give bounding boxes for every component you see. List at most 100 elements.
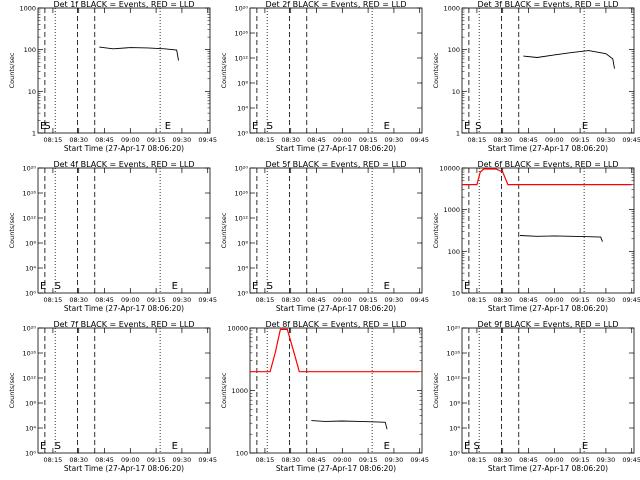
x-tick-label: 08:15: [256, 296, 275, 304]
marker-label: E: [40, 441, 46, 452]
y-tick-label: 10²⁰: [235, 165, 249, 173]
marker-label: E: [464, 441, 470, 452]
marker-label: S: [475, 121, 481, 132]
x-axis-label: Start Time (27-Apr-17 08:06:20): [276, 464, 396, 473]
marker-label: E: [582, 121, 588, 132]
plot-title: Det 9f BLACK = Events, RED = LLD: [477, 320, 618, 329]
y-tick-label: 10¹⁶: [447, 350, 461, 358]
x-tick-label: 09:45: [410, 456, 429, 464]
y-axis-label: Counts/sec: [220, 212, 228, 248]
x-tick-label: 09:00: [121, 456, 140, 464]
x-tick-label: 08:15: [44, 136, 63, 144]
y-tick-label: 10: [452, 88, 460, 96]
x-tick-label: 09:00: [121, 296, 140, 304]
marker-label: E: [252, 121, 258, 132]
y-tick-label: 1000: [443, 5, 460, 13]
marker-label: S: [267, 121, 273, 132]
x-tick-label: 09:30: [597, 136, 616, 144]
lld-series-line: [462, 168, 632, 186]
plot-det-9: Det 9f BLACK = Events, RED = LLD Counts/s…: [432, 320, 640, 473]
x-tick-label: 09:45: [198, 296, 217, 304]
plot-frame: [249, 7, 423, 134]
x-tick-label: 09:45: [198, 456, 217, 464]
plot-title: Det 4f BLACK = Events, RED = LLD: [53, 160, 194, 169]
x-axis-label: Start Time (27-Apr-17 08:06:20): [276, 144, 396, 153]
y-tick-label: 10²⁰: [23, 165, 37, 173]
x-tick-label: 09:15: [359, 296, 378, 304]
y-tick-label: 10⁴: [237, 105, 248, 113]
plot-frame: [249, 167, 423, 294]
x-axis-label: Start Time (27-Apr-17 08:06:20): [276, 304, 396, 313]
x-tick-label: 09:00: [333, 136, 352, 144]
marker-label: E: [172, 441, 178, 452]
y-axis-label: Counts/sec: [432, 372, 440, 408]
y-tick-label: 10000: [439, 165, 460, 173]
x-tick-label: 08:30: [69, 296, 88, 304]
lld-series-line: [250, 328, 420, 373]
x-tick-label: 09:30: [173, 456, 192, 464]
x-tick-label: 09:00: [545, 136, 564, 144]
x-tick-label: 09:15: [359, 456, 378, 464]
x-tick-label: 08:30: [493, 296, 512, 304]
marker-label: E: [384, 441, 390, 452]
y-tick-label: 10¹²: [447, 375, 461, 383]
y-tick-label: 10¹²: [235, 215, 249, 223]
y-axis-label: Counts/sec: [8, 212, 16, 248]
plot-frame: [37, 7, 211, 134]
x-tick-label: 09:30: [597, 296, 616, 304]
x-tick-label: 09:15: [571, 456, 590, 464]
x-tick-label: 08:45: [519, 296, 538, 304]
x-tick-label: 09:15: [147, 296, 166, 304]
y-tick-label: 100: [236, 450, 248, 458]
x-tick-label: 08:15: [44, 296, 63, 304]
x-tick-label: 08:15: [468, 456, 487, 464]
y-tick-label: 100: [448, 46, 460, 54]
y-tick-label: 10⁸: [449, 400, 460, 408]
y-tick-label: 10¹⁶: [235, 190, 249, 198]
x-tick-label: 09:15: [147, 136, 166, 144]
y-tick-label: 10⁰: [237, 290, 248, 298]
events-series-line: [311, 420, 388, 430]
x-tick-label: 09:00: [545, 456, 564, 464]
x-tick-label: 08:30: [493, 456, 512, 464]
marker-label: S: [473, 441, 479, 452]
x-tick-label: 09:15: [571, 136, 590, 144]
y-tick-label: 10⁸: [237, 240, 248, 248]
x-tick-label: 08:45: [307, 456, 326, 464]
x-axis-label: Start Time (27-Apr-17 08:06:20): [488, 464, 608, 473]
y-tick-label: 1000: [443, 206, 460, 214]
y-tick-label: 10⁴: [25, 425, 36, 433]
y-tick-label: 10¹²: [23, 215, 37, 223]
y-axis-label: Counts/sec: [8, 372, 16, 408]
marker-label: E: [384, 281, 390, 292]
x-tick-label: 09:15: [147, 456, 166, 464]
marker-label: E: [40, 121, 46, 132]
x-tick-label: 08:15: [44, 456, 63, 464]
y-axis-label: Counts/sec: [220, 372, 228, 408]
y-tick-label: 1000: [231, 387, 248, 395]
y-tick-label: 10²⁰: [447, 325, 461, 333]
x-tick-label: 09:15: [359, 136, 378, 144]
marker-label: S: [44, 121, 50, 132]
x-axis-label: Start Time (27-Apr-17 08:06:20): [488, 304, 608, 313]
x-axis-label: Start Time (27-Apr-17 08:06:20): [64, 304, 184, 313]
y-tick-label: 10¹²: [23, 375, 37, 383]
y-tick-label: 10⁸: [25, 240, 36, 248]
x-tick-label: 09:45: [622, 136, 640, 144]
y-tick-label: 10²⁰: [235, 5, 249, 13]
marker-label: S: [55, 441, 61, 452]
marker-label: E: [582, 441, 588, 452]
plot-det-3: Det 3f BLACK = Events, RED = LLD Counts/s…: [432, 0, 640, 153]
y-tick-label: 10⁰: [25, 290, 36, 298]
plot-title: Det 3f BLACK = Events, RED = LLD: [477, 0, 618, 9]
y-axis-label: Counts/sec: [432, 212, 440, 248]
plot-frame: [37, 327, 211, 454]
x-tick-label: 09:30: [385, 136, 404, 144]
plot-title: Det 5f BLACK = Events, RED = LLD: [265, 160, 406, 169]
marker-label: E: [464, 121, 470, 132]
events-series-line: [519, 235, 603, 242]
y-tick-label: 10⁰: [25, 450, 36, 458]
x-tick-label: 09:30: [385, 456, 404, 464]
plot-det-1: Det 1f BLACK = Events, RED = LLD Counts/s…: [8, 0, 217, 153]
plot-frame: [461, 167, 635, 294]
